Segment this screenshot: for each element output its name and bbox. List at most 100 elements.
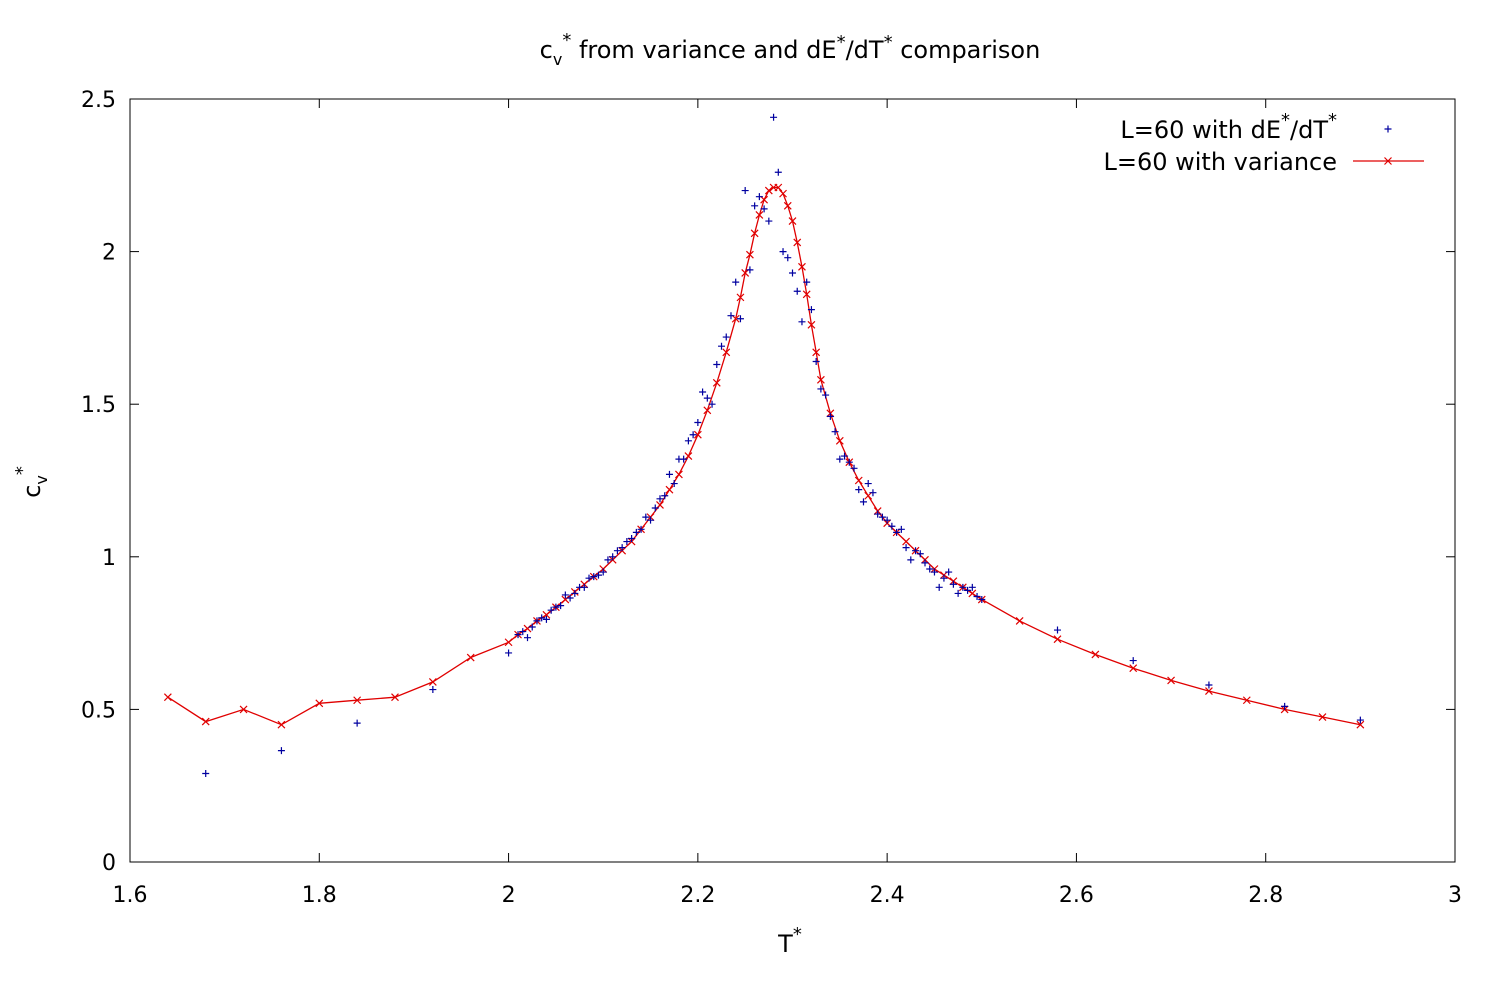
variance-point (239, 705, 248, 714)
plot-frame (129, 98, 1456, 863)
derivative-point (859, 498, 867, 506)
derivative-point (1205, 681, 1213, 689)
derivative-point (651, 504, 659, 512)
derivative-point (718, 342, 726, 350)
derivative-point (803, 278, 811, 286)
y-tick-label: 2 (102, 241, 116, 266)
y-tick-label: 0 (102, 851, 116, 876)
derivative-point (519, 628, 527, 636)
variance-point (391, 693, 399, 702)
derivative-point (642, 513, 650, 521)
derivative-point (524, 634, 531, 642)
derivative-point (594, 571, 602, 579)
derivative-point (538, 614, 546, 622)
derivative-point (703, 394, 711, 402)
legend-cross (1384, 157, 1392, 165)
variance-point (968, 589, 977, 598)
derivative-point (912, 547, 920, 555)
variance-point (201, 717, 210, 726)
variance-point (835, 436, 844, 445)
variance-point (1242, 696, 1251, 705)
derivative-point (850, 464, 858, 472)
derivative-point (869, 489, 877, 497)
derivative-point (585, 574, 593, 582)
derivative-point (1054, 626, 1061, 634)
x-tick-label: 2.6 (1059, 883, 1094, 908)
derivative-point (784, 254, 792, 262)
derivative-point (656, 495, 664, 503)
derivative-point (751, 202, 759, 210)
variance-point (812, 348, 821, 357)
x-axis-title: T* (777, 924, 802, 958)
derivative-point (202, 769, 210, 777)
derivative-point (694, 419, 702, 427)
y-tick-label: 1 (102, 546, 116, 571)
variance-point (854, 476, 863, 485)
derivative-point (897, 525, 905, 533)
derivative-point (822, 391, 830, 399)
derivative-point (978, 596, 986, 604)
derivative-point (599, 568, 607, 576)
derivative-point (826, 412, 834, 420)
variance-point (703, 406, 712, 415)
derivative-point (760, 205, 768, 213)
derivative-point (916, 550, 924, 558)
legend-plus (1384, 125, 1392, 133)
variance-point (656, 500, 664, 509)
variance-point (353, 696, 362, 705)
variance-point (1167, 676, 1175, 685)
derivative-point (741, 187, 749, 195)
x-tick-label: 1.8 (302, 883, 337, 908)
variance-point (745, 250, 754, 259)
derivative-point (765, 217, 773, 225)
variance-point (807, 320, 816, 329)
derivative-point (874, 510, 882, 518)
derivative-point (789, 269, 796, 277)
legend-label-derivative: L=60 with dE*/dT* (1120, 110, 1337, 144)
variance-point (1091, 650, 1100, 659)
variance-point (779, 189, 787, 198)
variance-line (167, 186, 1361, 726)
series-derivative (202, 113, 1364, 777)
variance-point (712, 378, 721, 387)
variance-point (793, 238, 802, 247)
derivative-point (1129, 657, 1137, 665)
variance-point (1015, 616, 1024, 625)
derivative-point (727, 312, 735, 320)
derivative-point (665, 470, 673, 478)
derivative-point (566, 594, 574, 602)
derivative-point (817, 385, 825, 393)
x-tick-label: 2.4 (870, 883, 905, 908)
derivative-point (845, 458, 853, 466)
derivative-point (547, 606, 555, 614)
legend-marker-plus (1384, 125, 1392, 133)
variance-point (1129, 664, 1138, 673)
derivative-point (774, 168, 782, 176)
derivative-point (770, 113, 778, 121)
derivative-point (921, 559, 929, 567)
x-tick-label: 2.8 (1248, 883, 1283, 908)
derivative-point (604, 556, 612, 564)
variance-point (764, 186, 773, 195)
derivative-point (926, 565, 934, 573)
derivative-point (277, 747, 285, 755)
derivative-point (736, 315, 744, 323)
derivative-point (609, 553, 617, 561)
variance-point (802, 290, 811, 299)
derivative-point (689, 431, 697, 439)
derivative-point (708, 400, 716, 408)
derivative-point (930, 568, 938, 576)
derivative-point (505, 649, 513, 657)
y-axis-title: cv* (12, 466, 51, 498)
y-tick-label: 1.5 (81, 393, 116, 418)
derivative-point (618, 544, 626, 552)
variance-point (750, 229, 759, 238)
variance-point (741, 269, 750, 277)
variance-point (1205, 687, 1213, 696)
derivative-point (699, 388, 707, 396)
legend-label-variance: L=60 with variance (1103, 148, 1337, 176)
derivative-point (613, 547, 621, 555)
variance-point (774, 183, 783, 192)
derivative-point (684, 437, 692, 445)
variance-point (542, 610, 551, 619)
